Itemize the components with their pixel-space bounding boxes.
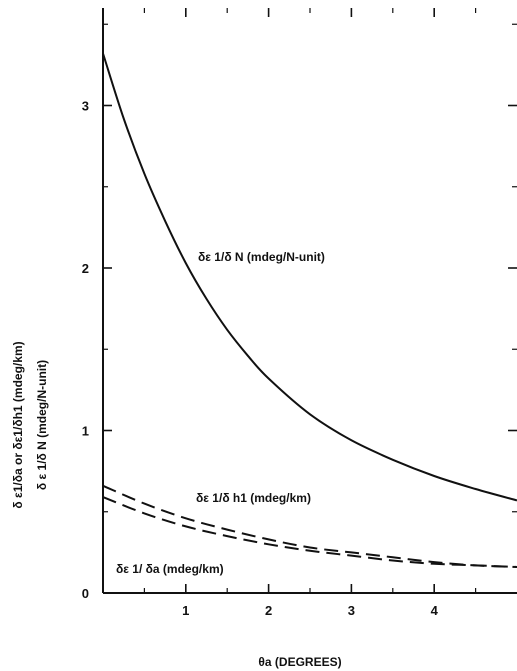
y-axis-title-line-2: δ ε 1/δ N (mdeg/N-unit) (35, 360, 49, 490)
axis-ticks (103, 8, 517, 593)
y-tick-label: 1 (82, 424, 89, 439)
plot-frame (102, 8, 517, 594)
series-lines (102, 53, 517, 568)
series-label-a: δε 1/ δa (mdeg/km) (116, 562, 224, 576)
series-label-n: δε 1/δ N (mdeg/N-unit) (198, 250, 325, 264)
series-labels: δε 1/δ N (mdeg/N-unit) δε 1/δ h1 (mdeg/km… (116, 250, 325, 576)
series-label-h1: δε 1/δ h1 (mdeg/km) (196, 491, 311, 505)
x-tick-label: 3 (348, 603, 355, 618)
series-line-a (102, 496, 517, 568)
x-tick-label: 1 (182, 603, 189, 618)
y-tick-label: 0 (82, 586, 89, 601)
y-tick-label: 2 (82, 261, 89, 276)
x-tick-label: 4 (431, 603, 439, 618)
series-line-n (102, 53, 517, 502)
x-axis-title: θa (DEGREES) (258, 655, 341, 669)
x-tick-label: 2 (265, 603, 272, 618)
series-line-h1 (102, 484, 517, 568)
y-axis-title-line-1: δ ε1/δa or δε1/δh1 (mdeg/km) (11, 341, 25, 508)
y-tick-label: 3 (82, 99, 89, 114)
axis-tick-labels: 1 2 3 4 0 1 2 3 (82, 99, 439, 619)
